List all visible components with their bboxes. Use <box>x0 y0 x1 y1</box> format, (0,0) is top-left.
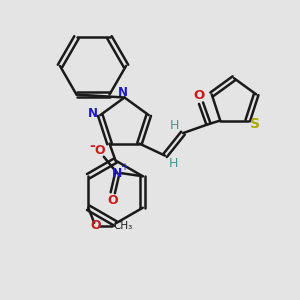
Text: N: N <box>118 86 128 100</box>
Text: CH₃: CH₃ <box>113 221 132 231</box>
Text: +: + <box>120 162 128 172</box>
Text: O: O <box>194 89 205 102</box>
Text: S: S <box>250 117 260 130</box>
Text: H: H <box>170 119 179 132</box>
Text: H: H <box>169 157 178 169</box>
Text: N: N <box>88 107 98 120</box>
Text: -: - <box>89 139 95 153</box>
Text: N: N <box>112 167 122 180</box>
Text: O: O <box>107 194 118 207</box>
Text: O: O <box>95 144 106 157</box>
Text: O: O <box>90 219 101 232</box>
